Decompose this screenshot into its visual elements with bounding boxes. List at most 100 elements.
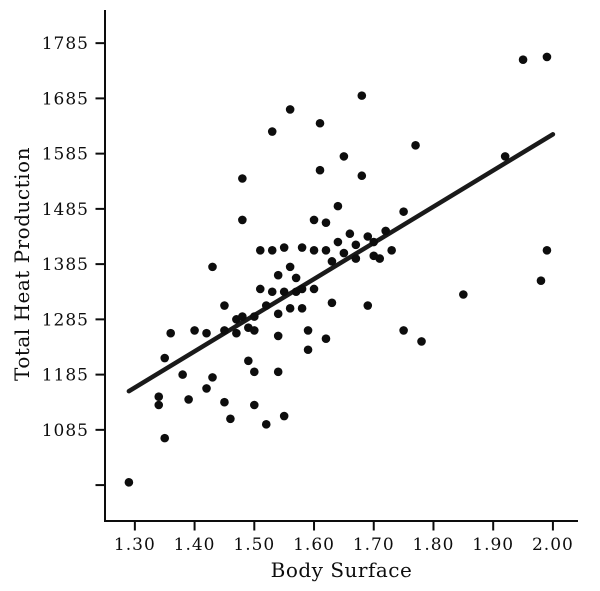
data-point	[208, 373, 217, 382]
data-point	[399, 207, 408, 216]
regression-line-segment	[126, 132, 556, 394]
data-point	[250, 326, 259, 335]
data-point	[542, 246, 552, 255]
data-point	[345, 229, 355, 239]
y-tick-label: 1385	[42, 255, 89, 275]
data-point	[357, 91, 367, 100]
data-point	[273, 367, 283, 377]
data-point	[297, 284, 307, 294]
data-point	[238, 174, 247, 183]
data-point	[232, 328, 241, 338]
data-point	[297, 304, 307, 313]
data-point	[184, 395, 193, 404]
data-point	[411, 141, 420, 150]
x-tick-label: 1.50	[233, 535, 275, 555]
data-point	[220, 397, 229, 407]
data-point	[399, 326, 408, 335]
x-tick-label: 1.70	[353, 535, 395, 555]
data-point	[339, 152, 349, 161]
data-point	[190, 326, 199, 335]
axes	[104, 10, 578, 522]
data-point	[351, 240, 361, 250]
data-point	[208, 262, 217, 272]
data-point	[500, 152, 510, 161]
data-point	[226, 414, 235, 424]
data-point	[273, 331, 283, 341]
data-point	[327, 257, 337, 266]
data-point	[315, 165, 325, 175]
x-tick-label: 1.40	[174, 535, 216, 555]
data-point	[202, 384, 211, 393]
data-point	[321, 218, 331, 227]
data-point	[321, 334, 331, 343]
data-point	[267, 127, 277, 136]
y-tick-label: 1285	[42, 310, 89, 330]
y-tick-label: 1485	[42, 200, 89, 220]
data-point	[124, 478, 134, 487]
data-point	[381, 226, 390, 236]
regression-line	[126, 132, 556, 394]
data-point	[255, 246, 265, 255]
data-point	[333, 237, 343, 247]
data-point	[363, 301, 373, 310]
data-point	[303, 326, 313, 335]
data-point	[250, 367, 259, 377]
data-point	[220, 326, 229, 335]
data-point	[333, 201, 343, 211]
data-point	[279, 411, 289, 421]
data-point	[273, 270, 283, 280]
y-tick-label: 1185	[42, 366, 89, 386]
y-tick-label: 1085	[42, 421, 89, 441]
data-point	[357, 171, 367, 181]
data-point	[309, 284, 319, 294]
data-point	[291, 273, 301, 283]
x-tick-group: 1.30 1.40 1.50 1.60 1.70 1.80 1.90 2.00	[114, 521, 574, 555]
data-point	[387, 246, 396, 255]
data-point	[309, 246, 319, 255]
data-point	[542, 52, 552, 62]
data-point	[285, 105, 295, 114]
x-axis-title: Body Surface	[270, 558, 413, 582]
data-point	[238, 312, 247, 321]
data-point	[297, 243, 307, 252]
data-point	[536, 276, 546, 285]
data-point	[261, 301, 271, 310]
data-point	[244, 356, 253, 366]
data-point	[327, 298, 337, 308]
x-tick-label: 1.60	[293, 535, 335, 555]
x-tick-label: 2.00	[532, 535, 574, 555]
axis-spines	[104, 10, 578, 522]
data-point	[285, 304, 295, 313]
data-point	[160, 353, 170, 363]
data-point	[303, 345, 313, 355]
data-point	[369, 237, 379, 247]
data-point	[160, 433, 170, 443]
data-point	[363, 232, 373, 241]
data-point	[250, 400, 259, 410]
y-tick-label: 1685	[42, 89, 89, 109]
data-point	[417, 337, 426, 346]
y-tick-label: 1785	[42, 34, 89, 54]
data-point	[261, 420, 271, 429]
data-point	[273, 309, 283, 319]
data-point	[178, 370, 187, 379]
data-point	[255, 284, 265, 294]
data-point	[279, 287, 289, 297]
x-tick-label: 1.30	[114, 535, 156, 555]
data-point	[459, 290, 468, 299]
data-point	[339, 248, 349, 258]
data-point	[518, 55, 528, 65]
y-tick-group: 1785 1685 1585 1485 1385 1285 1185 1085	[42, 34, 105, 487]
x-tick-label: 1.80	[413, 535, 455, 555]
data-point	[267, 246, 277, 255]
data-point	[166, 328, 175, 338]
data-point	[154, 392, 164, 402]
x-tick-label: 1.90	[472, 535, 514, 555]
data-point	[321, 246, 331, 255]
data-point	[220, 301, 229, 310]
data-point	[154, 400, 164, 410]
data-point	[250, 312, 259, 321]
data-point	[267, 287, 277, 297]
data-points	[124, 52, 552, 487]
